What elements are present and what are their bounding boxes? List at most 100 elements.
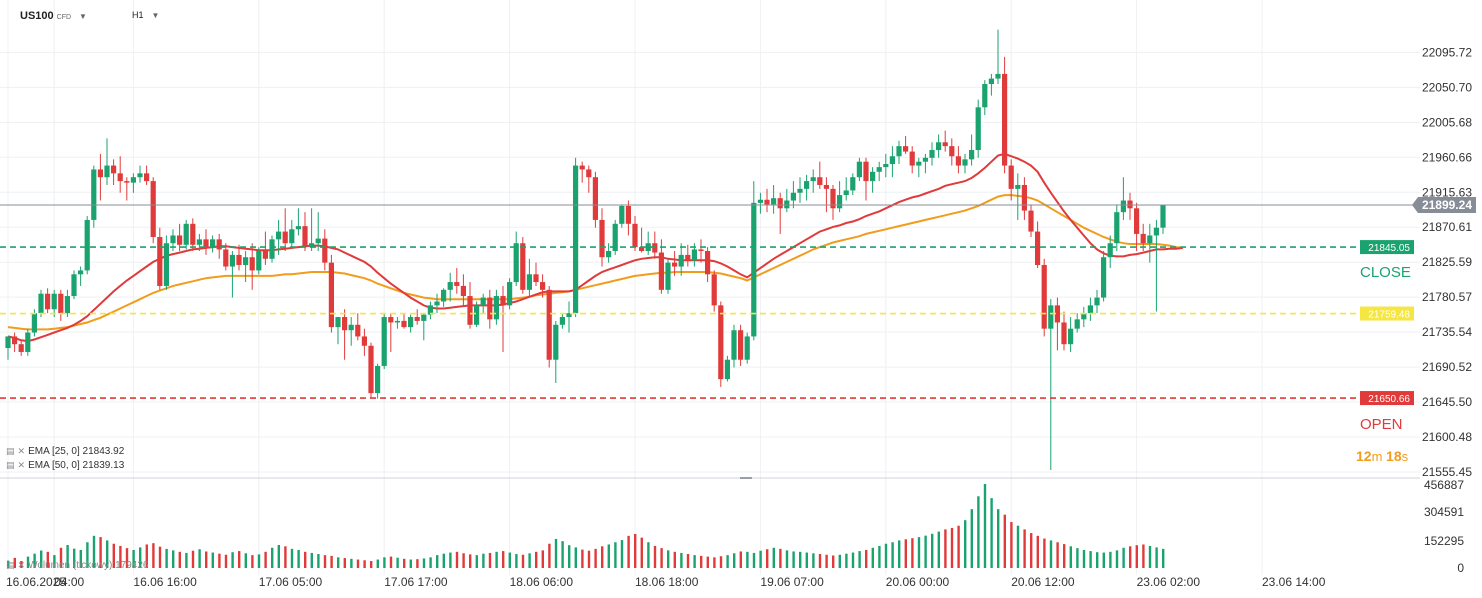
candle-body[interactable] bbox=[1008, 165, 1014, 189]
candle-body[interactable] bbox=[520, 243, 526, 290]
candle-body[interactable] bbox=[922, 157, 928, 162]
candle-body[interactable] bbox=[1134, 208, 1140, 234]
candle-body[interactable] bbox=[84, 219, 90, 271]
price-axis[interactable]: 22095.72 22050.70 22005.68 21960.66 21915.63… bbox=[1422, 45, 1472, 479]
candle-body[interactable] bbox=[810, 177, 816, 182]
close-icon[interactable]: ✕ bbox=[17, 446, 26, 456]
candle-body[interactable] bbox=[348, 324, 354, 331]
candle-body[interactable] bbox=[342, 317, 348, 331]
candle-body[interactable] bbox=[328, 262, 334, 328]
candle-body[interactable] bbox=[1021, 184, 1027, 211]
candle-body[interactable] bbox=[243, 257, 249, 265]
candle-body[interactable] bbox=[454, 282, 460, 286]
candle-body[interactable] bbox=[962, 159, 968, 166]
candle-body[interactable] bbox=[916, 161, 922, 166]
candle-body[interactable] bbox=[698, 249, 704, 251]
candle-body[interactable] bbox=[1094, 297, 1100, 306]
indicator-ema25[interactable]: ▤ ✕ EMA [25, 0] 21843.92 bbox=[6, 446, 124, 457]
candle-body[interactable] bbox=[1127, 200, 1133, 209]
close-icon[interactable]: ✕ bbox=[17, 560, 26, 570]
candle-body[interactable] bbox=[401, 320, 407, 328]
candle-body[interactable] bbox=[672, 262, 678, 267]
candle-body[interactable] bbox=[25, 332, 31, 352]
candle-body[interactable] bbox=[685, 254, 691, 261]
candle-body[interactable] bbox=[883, 164, 889, 168]
candle-body[interactable] bbox=[804, 181, 810, 189]
candle-body[interactable] bbox=[190, 223, 196, 245]
candle-body[interactable] bbox=[975, 107, 981, 151]
candle-body[interactable] bbox=[1147, 235, 1153, 244]
candle-body[interactable] bbox=[12, 336, 18, 345]
settings-icon[interactable]: ▤ bbox=[6, 446, 15, 456]
candle-body[interactable] bbox=[262, 250, 268, 259]
candle-body[interactable] bbox=[790, 192, 796, 201]
candle-body[interactable] bbox=[137, 173, 143, 178]
candle-body[interactable] bbox=[177, 235, 183, 245]
candle-body[interactable] bbox=[223, 249, 229, 267]
candle-body[interactable] bbox=[1028, 210, 1034, 232]
candle-body[interactable] bbox=[1140, 233, 1146, 244]
candle-body[interactable] bbox=[632, 223, 638, 248]
candle-body[interactable] bbox=[955, 156, 961, 166]
candle-body[interactable] bbox=[170, 235, 176, 244]
candle-body[interactable] bbox=[982, 84, 988, 108]
candle-body[interactable] bbox=[78, 270, 84, 275]
candle-body[interactable] bbox=[388, 317, 394, 323]
candle-body[interactable] bbox=[45, 293, 51, 310]
candle-body[interactable] bbox=[619, 205, 625, 224]
candle-body[interactable] bbox=[757, 199, 763, 203]
candle-body[interactable] bbox=[130, 177, 136, 183]
candle-body[interactable] bbox=[447, 282, 453, 290]
candle-body[interactable] bbox=[566, 313, 572, 318]
candle-body[interactable] bbox=[678, 254, 684, 267]
candle-body[interactable] bbox=[434, 301, 440, 306]
candle-body[interactable] bbox=[559, 317, 565, 325]
candle-body[interactable] bbox=[573, 165, 579, 314]
candle-body[interactable] bbox=[1035, 231, 1041, 265]
candle-body[interactable] bbox=[335, 317, 341, 328]
candle-body[interactable] bbox=[850, 177, 856, 191]
candle-body[interactable] bbox=[282, 231, 288, 244]
candle-body[interactable] bbox=[256, 250, 262, 271]
candle-body[interactable] bbox=[691, 249, 697, 261]
candle-body[interactable] bbox=[1068, 328, 1074, 345]
candle-body[interactable] bbox=[1101, 257, 1107, 298]
candle-body[interactable] bbox=[1120, 200, 1126, 213]
candle-body[interactable] bbox=[718, 305, 724, 380]
symbol-selector[interactable]: US100 CFD ▼ bbox=[20, 10, 87, 22]
candle-body[interactable] bbox=[117, 173, 123, 182]
candle-body[interactable] bbox=[183, 223, 189, 245]
timeframe-selector[interactable]: H1 ▼ bbox=[132, 10, 159, 20]
candle-body[interactable] bbox=[1081, 313, 1087, 320]
candle-body[interactable] bbox=[936, 142, 942, 151]
candle-body[interactable] bbox=[474, 305, 480, 325]
candle-body[interactable] bbox=[533, 274, 539, 283]
candle-body[interactable] bbox=[427, 305, 433, 315]
candle-body[interactable] bbox=[896, 146, 902, 157]
candle-body[interactable] bbox=[903, 146, 909, 152]
candle-body[interactable] bbox=[1107, 243, 1113, 258]
candle-body[interactable] bbox=[969, 150, 975, 160]
candle-body[interactable] bbox=[586, 169, 592, 178]
settings-icon[interactable]: ▤ bbox=[6, 460, 15, 470]
candle-body[interactable] bbox=[157, 237, 163, 286]
candle-body[interactable] bbox=[144, 173, 150, 182]
candle-body[interactable] bbox=[995, 73, 1001, 79]
candle-body[interactable] bbox=[592, 177, 598, 220]
candle-body[interactable] bbox=[150, 181, 156, 238]
candle-body[interactable] bbox=[302, 226, 308, 248]
candle-body[interactable] bbox=[1087, 305, 1093, 314]
candle-body[interactable] bbox=[97, 169, 103, 178]
candle-body[interactable] bbox=[500, 296, 506, 306]
candle-body[interactable] bbox=[196, 239, 202, 245]
candle-body[interactable] bbox=[639, 247, 645, 251]
indicator-ema50[interactable]: ▤ ✕ EMA [50, 0] 21839.13 bbox=[6, 460, 124, 471]
candle-body[interactable] bbox=[526, 274, 532, 290]
candle-body[interactable] bbox=[797, 188, 803, 193]
candle-body[interactable] bbox=[652, 243, 658, 253]
candle-body[interactable] bbox=[322, 238, 328, 263]
candle-body[interactable] bbox=[764, 199, 770, 205]
candle-body[interactable] bbox=[738, 330, 744, 360]
